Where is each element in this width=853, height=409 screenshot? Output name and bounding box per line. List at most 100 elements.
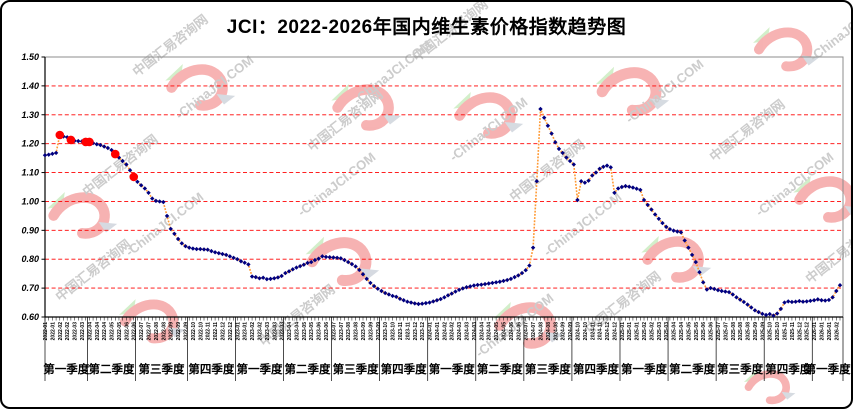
- svg-text:2024-05: 2024-05: [494, 322, 500, 341]
- watermark-text-en: -ChinaJCI.COM: [295, 149, 379, 219]
- svg-text:2024-06: 2024-06: [516, 322, 522, 341]
- svg-text:2024-04: 2024-04: [479, 322, 485, 341]
- svg-text:2022-02: 2022-02: [65, 322, 71, 341]
- svg-text:2025-04: 2025-04: [679, 322, 685, 341]
- svg-text:2022-01: 2022-01: [50, 322, 56, 341]
- quarter-label: 第二季度: [89, 362, 135, 376]
- svg-text:2023-12: 2023-12: [420, 322, 426, 341]
- svg-text:2025-03: 2025-03: [657, 322, 663, 341]
- svg-text:2023-08: 2023-08: [346, 322, 352, 341]
- svg-text:1.20: 1.20: [21, 139, 39, 149]
- svg-text:1.10: 1.10: [21, 168, 39, 178]
- svg-text:2025-06: 2025-06: [709, 322, 715, 341]
- svg-text:2025-02: 2025-02: [642, 322, 648, 341]
- svg-text:2022-02: 2022-02: [58, 322, 64, 341]
- svg-text:2025-08: 2025-08: [746, 322, 752, 341]
- svg-text:0.80: 0.80: [21, 254, 39, 264]
- svg-text:2023-08: 2023-08: [354, 322, 360, 341]
- svg-text:2022-08: 2022-08: [161, 322, 167, 341]
- svg-text:2025-05: 2025-05: [694, 322, 700, 341]
- svg-text:2026-01: 2026-01: [820, 322, 826, 341]
- quarter-label: 第四季度: [765, 362, 811, 376]
- svg-text:2023-03: 2023-03: [272, 322, 278, 341]
- svg-text:2023-01: 2023-01: [235, 322, 241, 341]
- svg-text:2026-01: 2026-01: [812, 322, 818, 341]
- svg-text:2025-07: 2025-07: [723, 322, 729, 341]
- svg-text:2022-10: 2022-10: [198, 322, 204, 341]
- svg-text:2022-08: 2022-08: [154, 322, 160, 341]
- price-index-line: [44, 108, 841, 317]
- svg-text:2022-03: 2022-03: [80, 322, 86, 341]
- quarter-label: 第三季度: [333, 362, 379, 376]
- svg-text:2025-07: 2025-07: [716, 322, 722, 341]
- quarter-label: 第四季度: [573, 362, 619, 376]
- watermark-text-cn: 中国汇易咨询网: [53, 237, 134, 305]
- svg-text:0.90: 0.90: [21, 225, 39, 235]
- svg-text:2025-09: 2025-09: [760, 322, 766, 341]
- svg-text:2022-09: 2022-09: [176, 322, 182, 341]
- chart-title: JCI：2022-2026年国内维生素价格指数趋势图: [226, 17, 627, 38]
- y-axis-labels: 0.60 0.70 0.80 0.90 1.00 1.10 1.20 1.30 1.40 1.50: [21, 52, 45, 322]
- svg-text:2024-08: 2024-08: [553, 322, 559, 341]
- svg-text:2024-07: 2024-07: [524, 322, 530, 341]
- quarter-label: 第三季度: [717, 362, 763, 376]
- svg-text:2022-05: 2022-05: [117, 322, 123, 341]
- svg-text:2022-11: 2022-11: [206, 322, 212, 340]
- quarter-label: 第二季度: [477, 362, 523, 376]
- svg-text:2024-10: 2024-10: [575, 322, 581, 341]
- quarter-label: 第一季度: [236, 362, 282, 376]
- quarter-label: 第二季度: [669, 362, 715, 376]
- svg-text:2023-01: 2023-01: [243, 322, 249, 341]
- svg-text:2024-07: 2024-07: [531, 322, 537, 341]
- svg-text:2025-10: 2025-10: [768, 322, 774, 341]
- svg-text:1.40: 1.40: [21, 81, 39, 91]
- watermark-text-cn: 中国汇易咨询网: [507, 137, 588, 205]
- gridlines: [45, 85, 843, 289]
- svg-text:2023-02: 2023-02: [257, 322, 263, 341]
- svg-text:2023-04: 2023-04: [287, 322, 293, 341]
- quarter-label: 第三季度: [525, 362, 571, 376]
- svg-text:2022-06: 2022-06: [132, 322, 138, 341]
- svg-text:2025-08: 2025-08: [738, 322, 744, 341]
- svg-text:2022-12: 2022-12: [220, 322, 226, 341]
- svg-text:2025-05: 2025-05: [686, 322, 692, 341]
- svg-text:2025-01: 2025-01: [627, 322, 633, 341]
- svg-text:2024-04: 2024-04: [487, 322, 493, 341]
- svg-text:2026-01: 2026-01: [827, 322, 833, 341]
- svg-text:2023-07: 2023-07: [339, 322, 345, 341]
- svg-text:2022-07: 2022-07: [139, 322, 145, 341]
- quarter-label: 第一季度: [805, 362, 851, 376]
- svg-text:2023-03: 2023-03: [280, 322, 286, 341]
- watermark-text-cn: 中国汇易咨询网: [707, 97, 788, 165]
- svg-text:2024-03: 2024-03: [465, 322, 471, 341]
- svg-text:2024-09: 2024-09: [568, 322, 574, 341]
- svg-text:2023-06: 2023-06: [324, 322, 330, 341]
- watermark-text-en: -ChinaJCI.COM: [541, 189, 625, 259]
- svg-text:2025-04: 2025-04: [672, 322, 678, 341]
- x-axis-labels: 2022-01 2022-01 2022-02 2022-02 2022-03 2022-…: [43, 317, 840, 340]
- svg-text:2022-04: 2022-04: [95, 322, 101, 341]
- svg-text:2025-12: 2025-12: [797, 322, 803, 341]
- svg-text:2022-04: 2022-04: [87, 322, 93, 341]
- svg-text:2022-11: 2022-11: [213, 322, 219, 340]
- watermark-text-en: -ChinaJCI.COM: [173, 52, 257, 122]
- svg-text:2022-10: 2022-10: [191, 322, 197, 341]
- svg-text:2022-05: 2022-05: [110, 322, 116, 341]
- svg-text:2025-09: 2025-09: [753, 322, 759, 341]
- svg-text:1.00: 1.00: [21, 196, 39, 206]
- svg-text:2023-05: 2023-05: [302, 322, 308, 341]
- svg-text:2024-12: 2024-12: [605, 322, 611, 341]
- svg-text:2024-02: 2024-02: [450, 322, 456, 341]
- svg-text:2024-03: 2024-03: [457, 322, 463, 341]
- svg-text:2025-08: 2025-08: [731, 322, 737, 341]
- svg-text:2024-10: 2024-10: [583, 322, 589, 341]
- quarter-label: 第一季度: [621, 362, 667, 376]
- quarter-label: 第二季度: [285, 362, 331, 376]
- svg-text:2024-06: 2024-06: [509, 322, 515, 341]
- svg-text:2023-04: 2023-04: [294, 322, 300, 341]
- svg-text:2023-02: 2023-02: [250, 322, 256, 341]
- svg-text:2023-09: 2023-09: [361, 322, 367, 341]
- svg-text:2022-09: 2022-09: [169, 322, 175, 341]
- svg-text:2025-01: 2025-01: [635, 322, 641, 341]
